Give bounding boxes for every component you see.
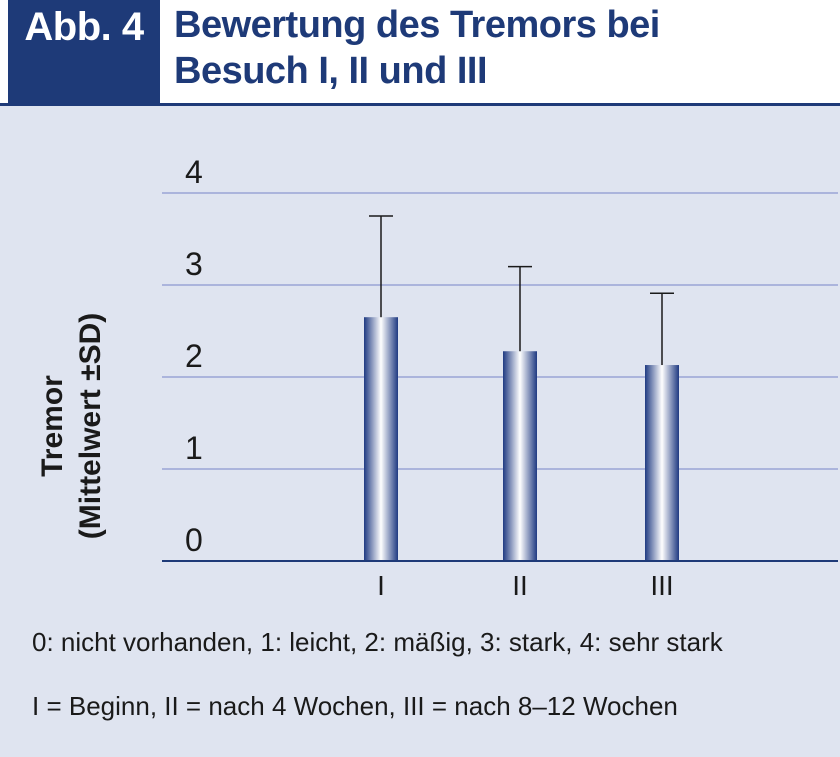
bar-III	[645, 365, 679, 561]
x-tick-label: I	[377, 570, 385, 601]
x-tick-label: II	[512, 570, 528, 601]
error-bars	[369, 215, 674, 366]
y-tick-label: 2	[185, 338, 203, 374]
bar-I	[364, 317, 398, 561]
y-axis-label: Tremor (Mittelwert ±SD)	[36, 313, 107, 539]
y-tick-labels: 0 1 2 3 4	[185, 154, 203, 558]
y-tick-label: 0	[185, 522, 203, 558]
y-tick-label: 3	[185, 246, 203, 282]
figure-header: Abb. 4 Bewertung des Tremors bei Besuch …	[0, 0, 840, 106]
bars	[364, 317, 679, 561]
figure-title-line1: Bewertung des Tremors bei	[174, 4, 660, 46]
y-axis-label-line2: (Mittelwert ±SD)	[74, 313, 107, 539]
figure-number: Abb. 4	[24, 5, 144, 49]
caption-scale: 0: nicht vorhanden, 1: leicht, 2: mäßig,…	[32, 627, 723, 657]
bar-II	[503, 351, 537, 561]
figure-title-line2: Besuch I, II und III	[174, 50, 488, 92]
gridlines	[162, 192, 838, 470]
y-tick-label: 4	[185, 154, 203, 190]
x-tick-label: III	[650, 570, 673, 601]
x-tick-labels: I II III	[377, 570, 674, 601]
y-axis-label-line1: Tremor	[36, 375, 69, 477]
figure-number-badge: Abb. 4	[8, 0, 160, 106]
y-tick-label: 1	[185, 430, 203, 466]
caption-visits: I = Beginn, II = nach 4 Wochen, III = na…	[32, 691, 678, 721]
figure-title: Bewertung des Tremors bei Besuch I, II u…	[174, 2, 814, 94]
